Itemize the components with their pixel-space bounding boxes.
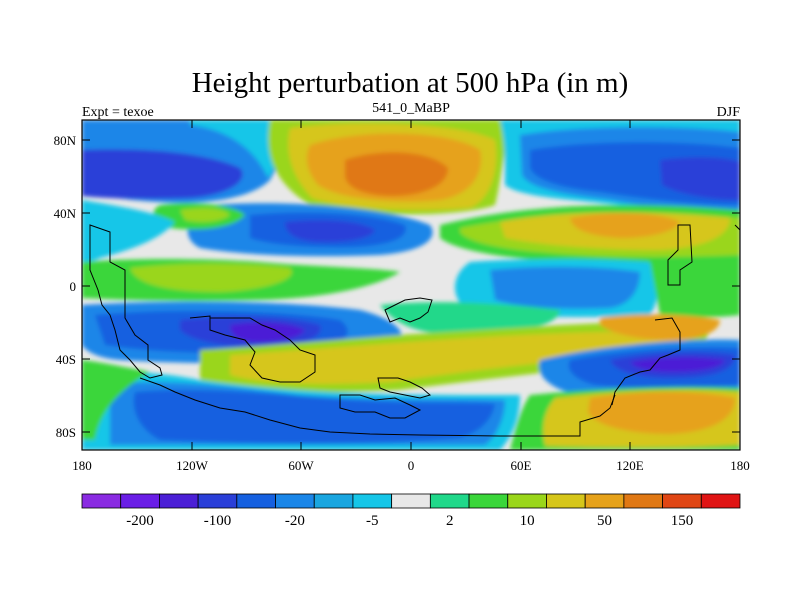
contour-seh-orange	[588, 392, 735, 434]
lon-axis: 180 120W 60W 0 60E 120E 180	[72, 120, 750, 473]
colorbar-box	[313, 493, 354, 509]
lon-label-120w: 120W	[176, 458, 209, 473]
contour-mn-cyan-left	[82, 200, 175, 262]
lat-tick-80n: 80N	[54, 133, 740, 148]
lon-label-60e: 60E	[511, 458, 532, 473]
lon-label-0: 0	[408, 458, 415, 473]
lon-tick-120e: 120E	[616, 120, 644, 473]
contour-sp-green-left	[82, 360, 150, 440]
lon-tick-60e: 60E	[511, 120, 532, 473]
lon-label-60w: 60W	[288, 458, 314, 473]
colorbar-box	[429, 493, 470, 509]
colorbar-box	[197, 493, 238, 509]
colorbar-label: 2	[446, 513, 454, 529]
lon-tick-60w: 60W	[288, 120, 314, 473]
coastline-indonesia	[384, 297, 433, 323]
colorbar-box	[507, 493, 547, 509]
colorbar-box	[546, 493, 586, 509]
contour-sm-teal	[380, 302, 560, 335]
contour-sy-orange	[600, 314, 720, 340]
lon-tick-0: 0	[408, 120, 415, 473]
lat-label-0: 0	[70, 279, 77, 294]
contour-sy-yellow	[230, 331, 690, 384]
colorbar-box	[391, 493, 431, 509]
contour-high-core	[345, 152, 448, 196]
lat-tick-40n: 40N	[54, 206, 740, 221]
colorbar-label: 150	[671, 513, 694, 529]
colorbar-box	[236, 493, 276, 509]
coastline-south-america	[89, 224, 163, 379]
colorbar-box	[81, 493, 122, 509]
colorbar	[81, 493, 741, 509]
lon-tick-180e: 180	[730, 442, 750, 473]
colorbar-box	[352, 493, 393, 509]
subtitle-left: Expt = texoe	[82, 105, 154, 120]
coastline-antarctica	[139, 377, 616, 437]
colorbar-box	[584, 493, 625, 509]
lat-label-80n: 80N	[54, 133, 77, 148]
coastline-east-edge	[667, 224, 693, 286]
map-title: Height perturbation at 500 hPa (in m)	[192, 67, 629, 99]
coastline-australia	[339, 394, 422, 419]
contour-nr-deep-right	[660, 157, 740, 200]
continent-outlines	[89, 224, 740, 437]
lat-axis: 80N 40N 0 40S 80S	[54, 133, 740, 440]
colorbar-box	[275, 493, 315, 509]
coastline-africa	[189, 315, 316, 383]
lat-label-40s: 40S	[56, 352, 76, 367]
coastline-right-edge	[734, 224, 740, 231]
colorbar-box	[468, 493, 509, 509]
contour-ne-orange	[570, 213, 680, 238]
colorbar-label: 10	[520, 513, 535, 529]
colorbar-label: -100	[204, 513, 232, 529]
contour-np-deep-left	[82, 149, 243, 199]
lon-label-180w: 180	[72, 458, 92, 473]
lat-label-40n: 40N	[54, 206, 77, 221]
contour-eq-left-yg	[130, 263, 292, 292]
lon-tick-180w: 180	[72, 442, 92, 473]
lon-label-180e: 180	[730, 458, 750, 473]
colorbar-box	[662, 493, 702, 509]
subtitle-center: 541_0_MaBP	[372, 101, 450, 116]
lat-tick-40s: 40S	[56, 352, 740, 367]
colorbar-box	[120, 493, 160, 509]
subtitle-right: DJF	[717, 105, 741, 120]
colorbar-label: -20	[285, 513, 305, 529]
colorbar-label: -200	[126, 513, 154, 529]
colorbar-box	[159, 493, 199, 509]
contour-mn-yg-left	[180, 207, 230, 223]
coastline-pacific-isle	[377, 377, 432, 399]
colorbar-box	[700, 493, 741, 509]
contour-eq-right-green	[650, 259, 740, 318]
coastline-north-america	[611, 317, 681, 406]
lon-tick-120w: 120W	[176, 120, 209, 473]
contour-mn-deep	[285, 220, 375, 242]
colorbar-labels: -200 -100 -20 -5 2 10 50 150	[126, 513, 693, 529]
colorbar-label: -5	[366, 513, 379, 529]
lon-label-120e: 120E	[616, 458, 644, 473]
colorbar-box	[623, 493, 663, 509]
contour-eq-right-midblue	[490, 266, 640, 309]
contour-se-violet	[630, 357, 725, 372]
height-field	[82, 120, 740, 450]
lat-tick-0: 0	[70, 279, 740, 294]
lat-tick-80s: 80S	[56, 425, 740, 440]
colorbar-label: 50	[597, 513, 612, 529]
lat-label-80s: 80S	[56, 425, 76, 440]
contour-sp-blue	[133, 390, 495, 444]
